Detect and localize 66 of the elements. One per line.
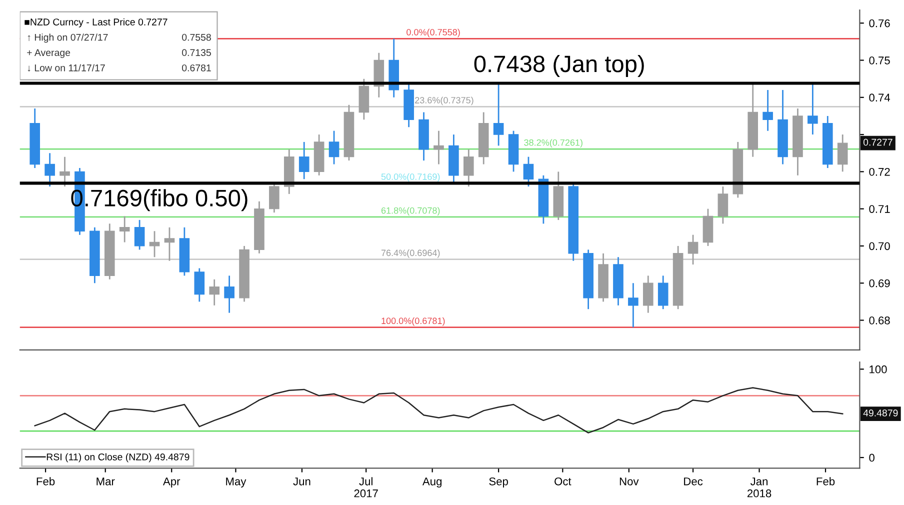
candlestick bbox=[328, 130, 340, 165]
x-tick-label: Apr bbox=[162, 478, 180, 488]
y-tick-label: 0 bbox=[869, 454, 874, 462]
y-tick-label: 0.72 bbox=[869, 168, 890, 176]
ref-line-label: 23.6%(0.7375) bbox=[415, 96, 474, 106]
annotation: 0.7135 bbox=[182, 49, 211, 56]
annotation: 49.4879 bbox=[863, 410, 898, 416]
y-tick-label: 100 bbox=[870, 365, 887, 374]
ref-line-label: 76.4%(0.6964) bbox=[381, 249, 440, 258]
x-tick-label: Sep bbox=[489, 477, 508, 488]
x-tick-label: May bbox=[226, 478, 246, 488]
candlestick bbox=[808, 82, 818, 136]
candlestick bbox=[628, 282, 638, 328]
ref-line-label: 100.0%(0.6781) bbox=[382, 317, 445, 326]
annotation: 0.7558 bbox=[182, 34, 211, 41]
candlestick bbox=[194, 268, 205, 302]
x-tick-label: Jun bbox=[293, 478, 310, 486]
candlestick bbox=[224, 274, 234, 314]
annotation: ■NZD Curncy - Last Price 0.7277 bbox=[24, 18, 168, 28]
candlestick bbox=[269, 182, 280, 214]
candlestick bbox=[44, 152, 55, 188]
y-tick-label: 0.74 bbox=[869, 94, 890, 102]
candlestick bbox=[658, 274, 668, 310]
candlestick bbox=[434, 130, 444, 165]
x-tick-label: Aug bbox=[422, 478, 442, 488]
x-tick-label: Jan 2018 bbox=[747, 478, 772, 498]
line-series bbox=[34, 387, 844, 434]
y-tick-label: 0.76 bbox=[869, 19, 890, 28]
candlestick bbox=[837, 134, 848, 172]
candlestick bbox=[523, 156, 534, 188]
candlestick bbox=[718, 186, 728, 224]
x-tick-label: Oct bbox=[554, 477, 572, 486]
ref-line-label: 0.7438 (Jan top) bbox=[474, 54, 644, 77]
y-tick-label: 0.68 bbox=[869, 316, 890, 324]
annotation: 0.6781 bbox=[182, 64, 211, 72]
x-tick-label: Jul 2017 bbox=[354, 477, 378, 498]
x-tick-label: Nov bbox=[620, 478, 639, 486]
candlestick bbox=[164, 226, 175, 262]
y-tick-label: 0.75 bbox=[869, 56, 890, 64]
candlestick bbox=[298, 141, 310, 180]
candlestick bbox=[463, 148, 474, 188]
candlestick bbox=[493, 84, 504, 146]
candlestick bbox=[642, 274, 654, 314]
candlestick bbox=[119, 216, 130, 243]
ref-line-label: 0.0%(0.7558) bbox=[406, 28, 460, 38]
y-tick-label: 0.69 bbox=[869, 279, 890, 288]
candlestick bbox=[209, 278, 220, 306]
candlestick bbox=[149, 230, 160, 258]
legend-label: RSI (11) on Close (NZD) 49.4879 bbox=[46, 453, 190, 462]
annotation: ↑ High on 07/27/17 bbox=[28, 34, 108, 43]
y-tick-label: 0.70 bbox=[869, 242, 890, 250]
candlestick bbox=[60, 156, 70, 188]
annotation: ↓ Low on 11/17/17 bbox=[28, 64, 105, 72]
x-tick-label: Dec bbox=[684, 478, 703, 486]
annotation: + Average bbox=[27, 49, 70, 58]
ref-line-label: 38.2%(0.7261) bbox=[524, 139, 582, 148]
annotation: 0.7277 bbox=[863, 138, 892, 146]
candlestick bbox=[762, 89, 773, 132]
ref-line-label: 50.0%(0.7169) bbox=[381, 173, 440, 182]
x-tick-label: Mar bbox=[96, 478, 115, 486]
x-tick-label: Feb bbox=[36, 477, 55, 486]
candlestick bbox=[134, 219, 145, 250]
candlestick bbox=[688, 234, 698, 266]
x-tick-label: Feb bbox=[816, 477, 835, 486]
ref-line-label: 61.8%(0.7078) bbox=[381, 207, 440, 216]
y-tick-label: 0.71 bbox=[869, 205, 890, 213]
